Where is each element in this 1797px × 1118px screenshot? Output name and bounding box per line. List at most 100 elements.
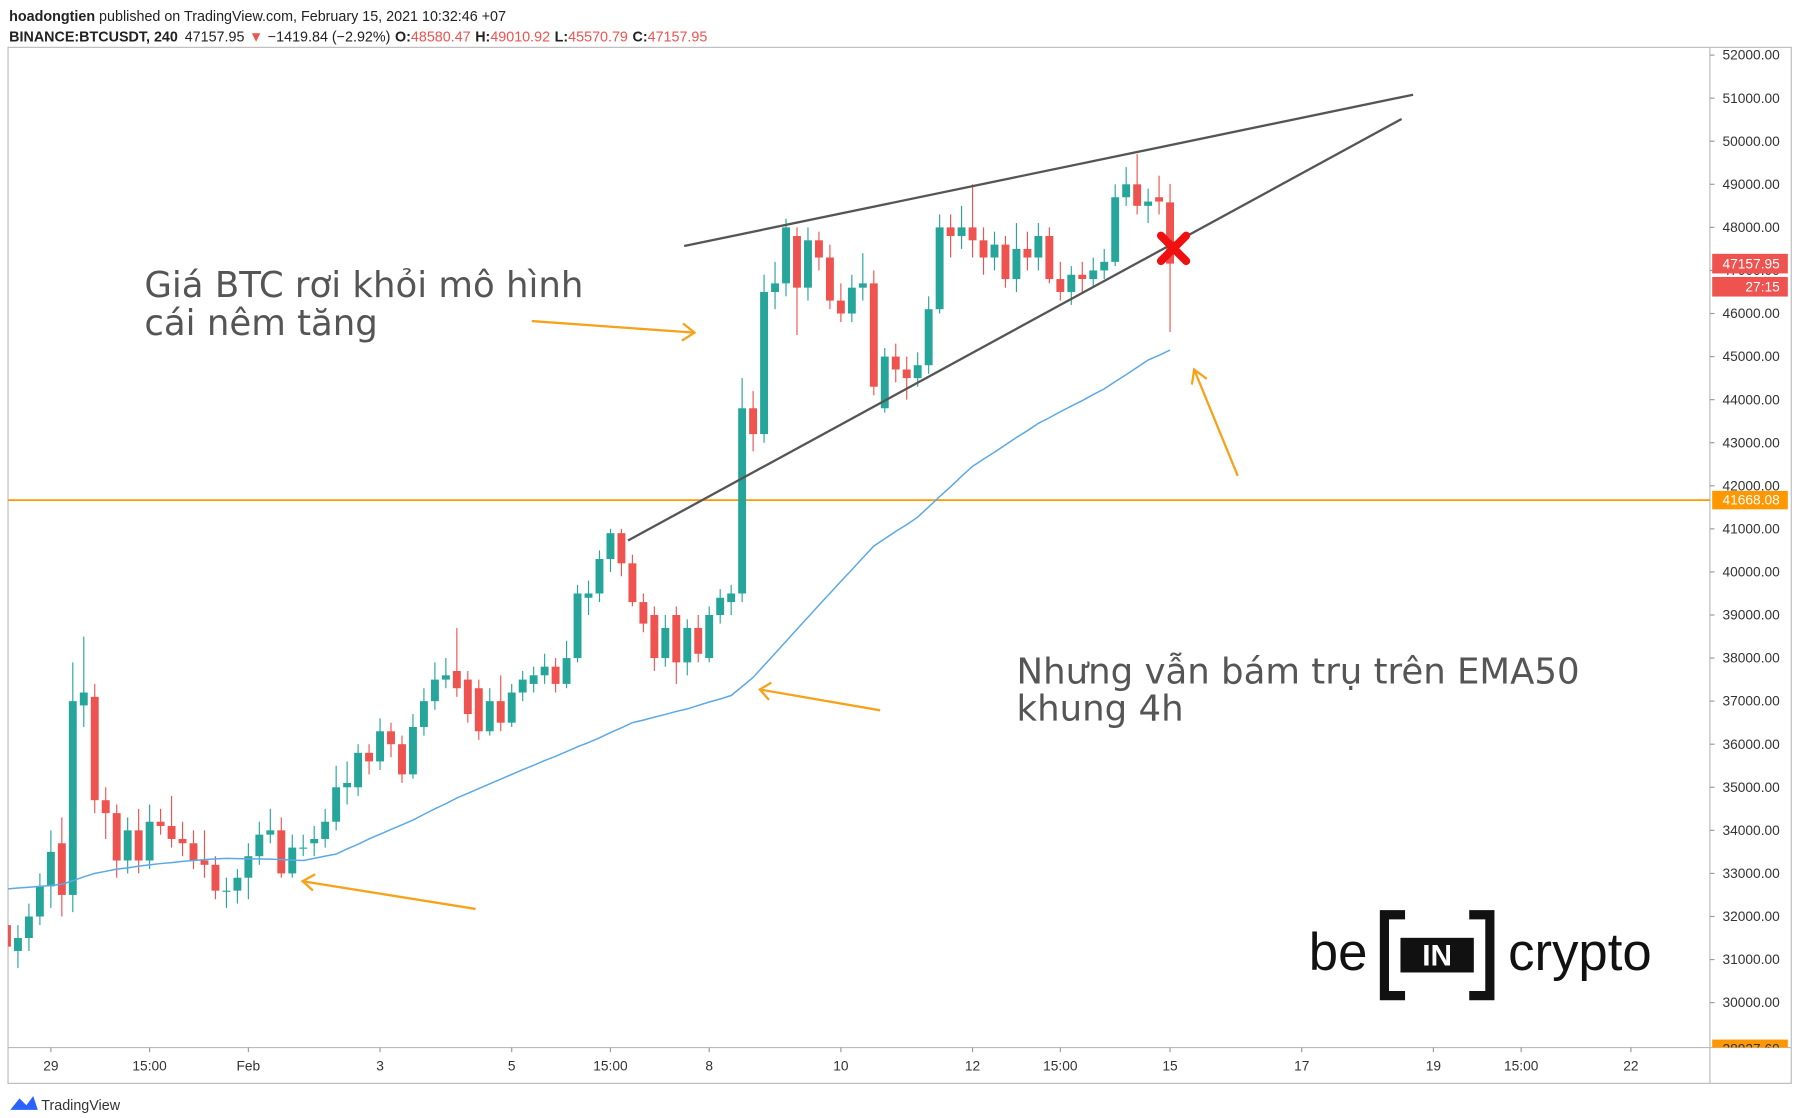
arrows <box>300 319 1239 911</box>
y-tick-label: 31000.00 <box>1722 952 1780 967</box>
footer-icon <box>10 1096 38 1110</box>
candle-body <box>211 864 220 891</box>
candle-body <box>244 856 253 878</box>
ohlc-label: H: <box>475 30 490 46</box>
candle-body <box>145 821 154 861</box>
candle-body <box>474 688 483 732</box>
arrow <box>1190 367 1239 477</box>
ohlc-value: 45570.79 <box>568 30 628 46</box>
x-tick-label: Feb <box>237 1059 261 1074</box>
x-tick-label: 10 <box>833 1059 849 1074</box>
y-tick-label: 44000.00 <box>1722 392 1780 407</box>
y-tick-label: 38000.00 <box>1722 651 1780 666</box>
y-tick-label: 45000.00 <box>1722 349 1780 364</box>
candle-body <box>101 800 110 814</box>
candle-body <box>299 847 308 849</box>
candle-body <box>90 696 99 801</box>
x-tick-label: 8 <box>705 1059 713 1074</box>
y-tick-label: 32000.00 <box>1722 909 1780 924</box>
logo-bracket <box>1379 910 1406 1001</box>
ohlc-value: 47157.95 <box>648 30 708 46</box>
y-tick-label: 41000.00 <box>1722 521 1780 536</box>
candle-body <box>332 787 341 822</box>
annotation: khung 4h <box>1017 689 1184 730</box>
last-price-tag: 47157.95 <box>1712 253 1788 274</box>
y-tick-label: 48000.00 <box>1722 220 1780 235</box>
candle-body <box>891 356 900 370</box>
candle-body <box>924 309 933 366</box>
candle-body <box>749 408 758 435</box>
candle-body <box>760 291 769 435</box>
candle-body <box>1111 197 1120 262</box>
candle-body <box>1100 261 1109 271</box>
y-tick-label: 34000.00 <box>1722 823 1780 838</box>
candle-body <box>1133 184 1142 206</box>
change-arrow: ▼ <box>249 30 263 46</box>
candle-body <box>46 851 55 887</box>
candle-body <box>365 752 374 762</box>
candle-body <box>968 227 977 241</box>
candle-body <box>354 752 363 788</box>
candle-body <box>814 240 823 258</box>
header-line-2: BINANCE:BTCUSDT, 240 47157.95 ▼ −1419.84 (−… <box>9 30 707 46</box>
x-tick-label: 5 <box>508 1059 516 1074</box>
last-price: 47157.95 <box>185 30 245 46</box>
candle-body <box>650 615 659 659</box>
x-tick-label: 3 <box>376 1059 384 1074</box>
wedge-lower <box>627 117 1403 542</box>
candle-body <box>156 821 165 827</box>
candle-body <box>189 843 198 861</box>
wedge-upper <box>683 93 1414 248</box>
x-tick-label: 22 <box>1623 1059 1638 1074</box>
x-tick-label: 15:00 <box>1504 1059 1539 1074</box>
x-tick-label: 15:00 <box>593 1059 628 1074</box>
candle-body <box>518 679 527 693</box>
candle-body <box>1056 279 1065 292</box>
candle-body <box>1034 235 1043 258</box>
countdown-tag: 27:15 <box>1712 276 1788 297</box>
y-tick-label: 33000.00 <box>1722 866 1780 881</box>
candle-body <box>57 843 66 895</box>
annotation: Nhưng vẫn bám trụ trên EMA50 <box>1017 652 1580 693</box>
candle-body <box>1067 274 1076 292</box>
candle-body <box>793 235 801 288</box>
candle-body <box>222 890 231 892</box>
publisher: hoadongtien <box>9 9 95 25</box>
candle-body <box>1155 197 1164 202</box>
overlay: Giá BTC rơi khỏi mô hình cái nêm tăng Nh… <box>10 93 1652 1114</box>
candle-body <box>68 701 77 895</box>
plot <box>8 154 1710 969</box>
candle-body <box>266 830 275 835</box>
candle-body <box>771 283 779 292</box>
candle-body <box>727 593 736 603</box>
ema-line <box>8 349 1171 890</box>
logo-text: crypto <box>1508 923 1652 982</box>
candle-body <box>957 227 966 236</box>
candle-body <box>913 365 922 379</box>
ohlc-value: 48580.47 <box>411 30 471 46</box>
candle-body <box>529 675 538 684</box>
candle-body <box>419 701 428 727</box>
ohlc-label: C: <box>633 30 648 46</box>
candle-body <box>452 670 461 689</box>
bottom-tag: 28927.69 <box>1712 1039 1788 1048</box>
last-price-tag-label: 47157.95 <box>1722 256 1780 271</box>
candle-body <box>595 559 604 594</box>
candle-body <box>8 925 11 947</box>
candle-body <box>1012 248 1021 280</box>
candle-body <box>200 860 209 865</box>
ohlc-value: 49010.92 <box>490 30 550 46</box>
logo: be IN crypto <box>1309 910 1652 1001</box>
annotation: cái nêm tăng <box>144 303 377 344</box>
candle-body <box>628 563 637 603</box>
candle-body <box>584 593 593 598</box>
candle-body <box>1166 202 1175 264</box>
candle-body <box>825 257 834 301</box>
y-tick-label: 51000.00 <box>1722 91 1780 106</box>
y-tick-label: 52000.00 <box>1722 48 1780 63</box>
candle-body <box>540 666 549 676</box>
candle-body <box>661 627 670 659</box>
candle-body <box>255 834 264 857</box>
